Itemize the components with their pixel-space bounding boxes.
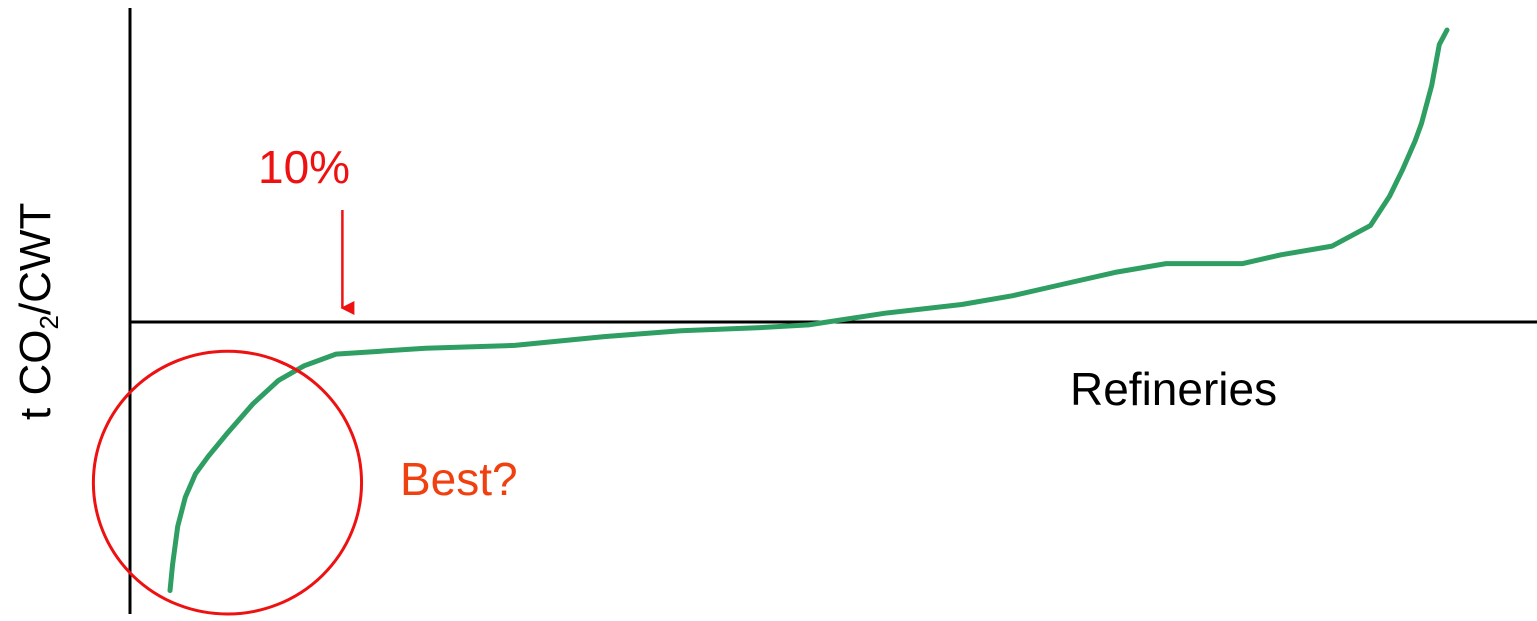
best-annotation-label: Best? — [400, 453, 518, 505]
best-highlight-circle — [91, 349, 364, 616]
y-axis-label: t CO2/CWT — [11, 202, 64, 420]
y-axis-label-tail: /CWT — [11, 202, 60, 316]
y-axis-label-subscript: 2 — [34, 315, 64, 330]
y-axis-label-main: t CO — [11, 329, 60, 420]
percentile-annotation-label: 10% — [258, 141, 351, 193]
series-curve — [167, 27, 1450, 594]
x-axis-label: Refineries — [1070, 363, 1278, 415]
